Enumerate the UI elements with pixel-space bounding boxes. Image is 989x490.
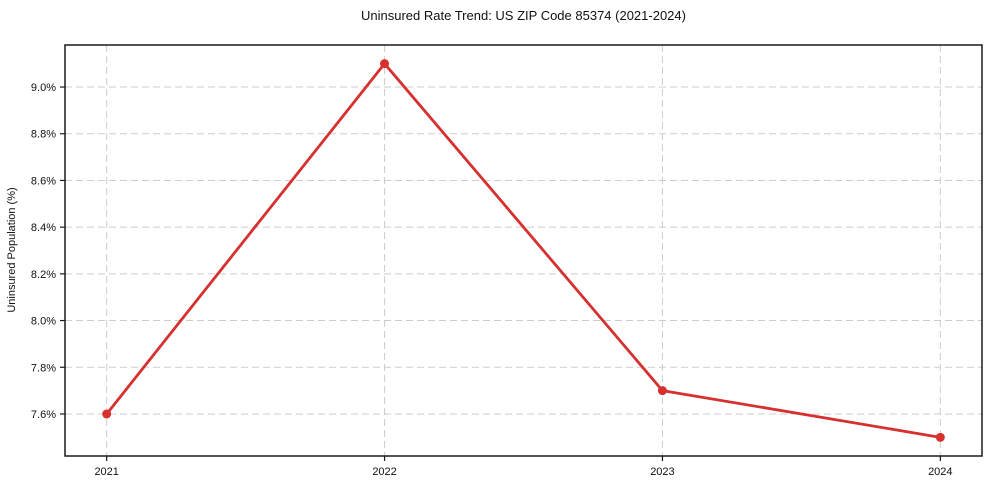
y-tick-label: 8.6% [31,175,56,187]
x-tick-label: 2023 [650,466,674,478]
data-point [102,409,112,419]
y-tick-label: 9.0% [31,82,56,94]
data-point [380,59,390,69]
chart-title: Uninsured Rate Trend: US ZIP Code 85374 … [361,8,686,23]
y-tick-label: 8.4% [31,222,56,234]
y-tick-label: 7.6% [31,409,56,421]
x-tick-label: 2022 [372,466,396,478]
x-tick-label: 2024 [928,466,952,478]
y-tick-label: 8.2% [31,269,56,281]
plot-border [64,44,983,457]
data-point [657,386,667,396]
y-tick-label: 8.8% [31,129,56,141]
trend-line [105,62,942,439]
y-tick-label: 7.8% [31,362,56,374]
y-tick-label: 8.0% [31,316,56,328]
data-point [935,432,945,442]
x-tick-label: 2021 [94,466,118,478]
